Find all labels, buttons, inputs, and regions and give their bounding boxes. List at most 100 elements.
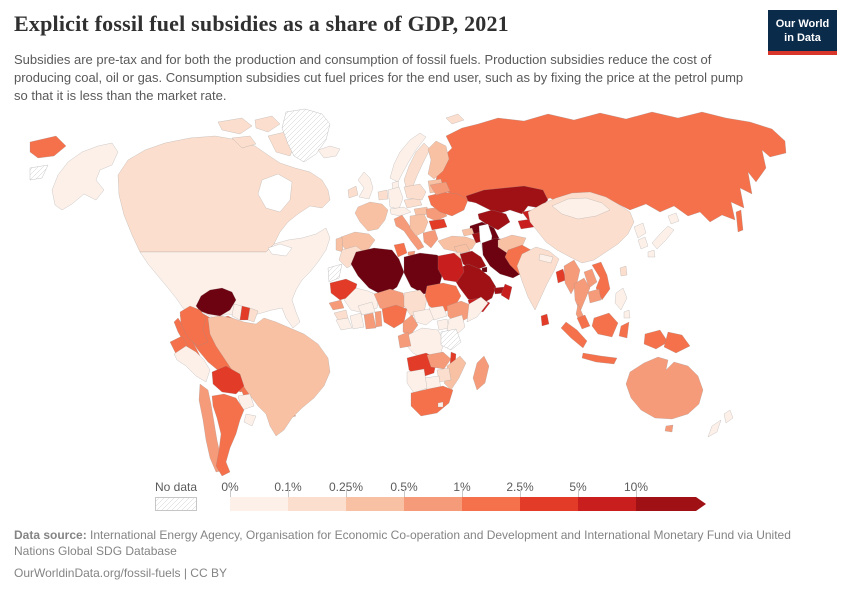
country-italy[interactable] <box>393 214 425 251</box>
country-algeria[interactable] <box>350 247 405 297</box>
country-japan-kyushu[interactable] <box>647 249 656 258</box>
country-saudi-arabia[interactable] <box>452 263 497 306</box>
country-libya[interactable] <box>403 252 446 295</box>
country-vietnam[interactable] <box>591 261 611 301</box>
legend-tick-mark <box>520 489 521 497</box>
country-namibia[interactable] <box>406 368 428 394</box>
legend-no-data-swatch[interactable] <box>155 497 197 511</box>
byline-line: OurWorldinData.org/fossil-fuels | CC BY <box>14 566 814 582</box>
country-ukraine[interactable] <box>427 191 469 217</box>
country-india[interactable] <box>516 246 560 311</box>
country-oman[interactable] <box>500 283 513 301</box>
country-taiwan[interactable] <box>619 265 628 277</box>
legend-color-cell[interactable] <box>346 497 404 511</box>
country-madagascar[interactable] <box>472 355 490 391</box>
country-canada-island-2[interactable] <box>254 115 281 133</box>
country-bulgaria[interactable] <box>428 218 448 231</box>
country-philippines[interactable] <box>614 287 628 311</box>
owid-link[interactable]: OurWorldinData.org/fossil-fuels | CC BY <box>14 566 227 581</box>
country-indonesia-borneo[interactable] <box>591 312 619 338</box>
country-new-zealand-north[interactable] <box>723 409 734 424</box>
country-south-africa[interactable] <box>410 385 454 417</box>
legend-color-cell[interactable] <box>288 497 346 511</box>
country-nepal[interactable] <box>538 253 554 264</box>
country-tunisia[interactable] <box>393 242 408 258</box>
country-iceland[interactable] <box>317 145 341 159</box>
country-cameroon[interactable] <box>402 314 419 337</box>
country-peru[interactable] <box>173 345 211 383</box>
country-new-zealand-south[interactable] <box>707 419 722 438</box>
country-indonesia-sumatra[interactable] <box>560 321 588 349</box>
country-benelux[interactable] <box>377 189 389 201</box>
country-belarus[interactable] <box>429 181 451 196</box>
country-laos[interactable] <box>583 268 598 289</box>
country-ivory-coast[interactable] <box>349 312 365 330</box>
country-portugal[interactable] <box>335 236 344 253</box>
country-papua-new-guinea[interactable] <box>663 331 691 354</box>
country-gabon-congo[interactable] <box>397 331 412 349</box>
country-bolivia[interactable] <box>211 365 245 395</box>
owid-logo[interactable]: Our World in Data <box>768 10 837 56</box>
country-lesotho[interactable] <box>437 401 444 408</box>
country-cambodia[interactable] <box>587 288 602 304</box>
country-somalia[interactable] <box>466 296 489 323</box>
country-indonesia-papua[interactable] <box>643 329 669 350</box>
country-greece[interactable] <box>422 229 439 249</box>
legend-color-cell[interactable] <box>404 497 462 511</box>
country-greenland[interactable] <box>281 108 331 163</box>
country-malaysia[interactable] <box>576 314 591 330</box>
country-egypt[interactable] <box>437 252 465 283</box>
legend-color-cell[interactable] <box>462 497 520 511</box>
legend-color-cell[interactable] <box>578 497 636 511</box>
country-ghana[interactable] <box>363 312 377 330</box>
country-japan-hokkaido[interactable] <box>667 212 680 225</box>
country-svalbard[interactable] <box>445 113 465 125</box>
country-balkans[interactable] <box>409 213 429 237</box>
country-central-african-republic[interactable] <box>412 308 437 326</box>
country-north-korea[interactable] <box>633 222 647 239</box>
country-uruguay[interactable] <box>243 413 257 427</box>
country-norway[interactable] <box>389 132 427 183</box>
country-canada-island-1[interactable] <box>217 117 253 135</box>
country-tanzania[interactable] <box>440 328 462 351</box>
country-mongolia[interactable] <box>551 197 611 220</box>
country-benin-togo[interactable] <box>374 310 383 328</box>
country-venezuela[interactable] <box>195 287 237 317</box>
legend-color-cell[interactable] <box>520 497 578 511</box>
country-french-guiana[interactable] <box>247 307 259 323</box>
country-thailand[interactable] <box>573 277 591 313</box>
legend-color-cell[interactable] <box>230 497 288 511</box>
country-sierra-leone-liberia[interactable] <box>335 317 353 331</box>
country-uzbekistan[interactable] <box>477 209 511 231</box>
country-ireland[interactable] <box>347 185 359 199</box>
country-finland[interactable] <box>427 140 450 180</box>
country-united-kingdom[interactable] <box>357 171 374 200</box>
country-syria[interactable] <box>453 243 471 255</box>
country-philippines-south[interactable] <box>623 309 631 319</box>
country-indonesia-java[interactable] <box>581 352 618 365</box>
country-no-data-sliver[interactable] <box>29 164 49 181</box>
country-ecuador[interactable] <box>169 335 189 355</box>
country-germany[interactable] <box>387 186 404 210</box>
legend-color-cell[interactable] <box>636 497 706 511</box>
country-switzerland-austria[interactable] <box>389 206 412 217</box>
country-sri-lanka[interactable] <box>540 313 550 327</box>
country-russia-sakhalin[interactable] <box>735 209 744 233</box>
country-tasmania[interactable] <box>664 424 674 433</box>
country-senegal[interactable] <box>328 299 345 311</box>
country-south-korea[interactable] <box>637 236 649 250</box>
country-western-sahara[interactable] <box>327 263 343 283</box>
country-kazakhstan[interactable] <box>465 185 549 215</box>
country-colombia[interactable] <box>179 305 209 347</box>
country-argentina[interactable] <box>211 393 245 477</box>
country-france[interactable] <box>354 201 389 232</box>
country-russia-west-sliver[interactable] <box>29 135 67 159</box>
country-poland[interactable] <box>403 183 427 201</box>
country-usa-alaska[interactable] <box>51 142 119 211</box>
country-australia[interactable] <box>625 356 704 420</box>
country-south-sudan[interactable] <box>428 305 448 321</box>
country-canada-island-3[interactable] <box>231 135 257 149</box>
country-indonesia-sulawesi[interactable] <box>618 321 630 339</box>
country-zambia[interactable] <box>426 351 452 370</box>
country-japan-honshu[interactable] <box>651 225 675 250</box>
